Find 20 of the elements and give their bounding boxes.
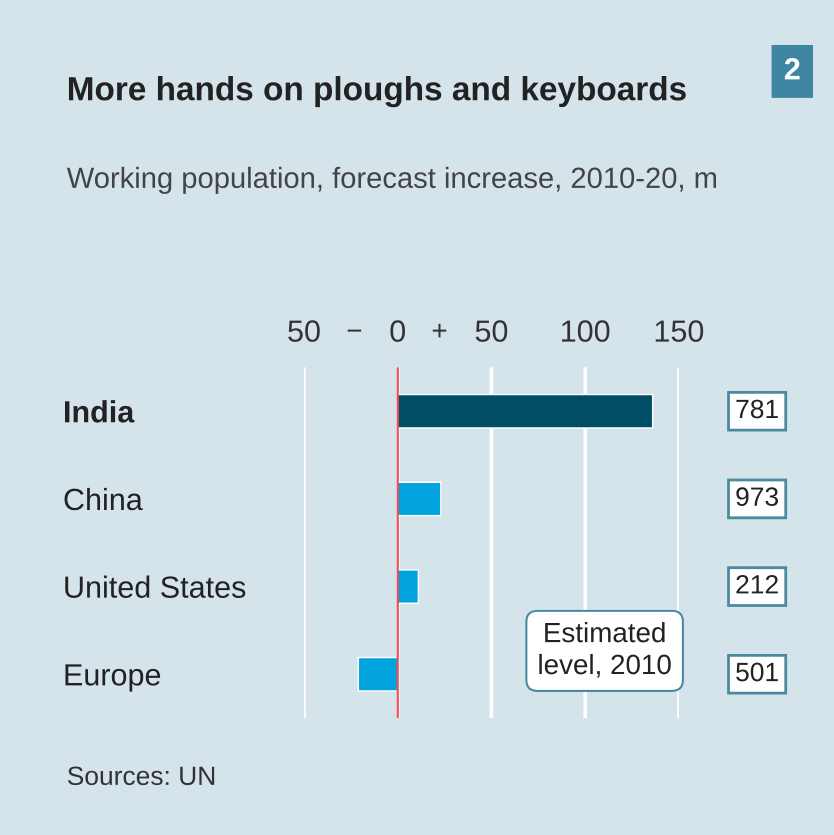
y-tick-label: India xyxy=(65,400,134,423)
chart-subtitle: Working population, forecast increase, 2010-20, m xyxy=(66,166,716,194)
x-tick-label: 50 xyxy=(288,320,320,342)
text: 973 xyxy=(736,487,778,506)
text: − xyxy=(348,330,362,332)
y-tick-label: United States xyxy=(65,576,246,598)
x-tick-label: 100 xyxy=(562,320,610,342)
text: 501 xyxy=(736,662,778,682)
annotation: Estimated level, 2010 xyxy=(539,622,671,678)
text: + xyxy=(432,324,446,338)
x-tick-label: 0 xyxy=(390,320,406,342)
x-tick-label: 150 xyxy=(656,320,704,342)
source-note: Sources: UN xyxy=(68,766,214,786)
text: 212 xyxy=(736,574,778,594)
y-tick-label: Europe xyxy=(65,664,160,692)
text: 2 xyxy=(784,58,800,80)
x-tick-label: 50 xyxy=(476,320,508,342)
y-tick-label: China xyxy=(64,488,143,510)
chart-title: More hands on ploughs and keyboards xyxy=(68,76,686,108)
text: 781 xyxy=(736,400,778,418)
